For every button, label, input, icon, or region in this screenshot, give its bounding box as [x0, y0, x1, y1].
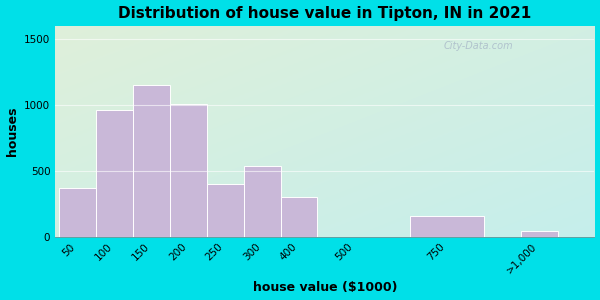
Bar	[170, 104, 206, 237]
Text: City-Data.com: City-Data.com	[443, 41, 513, 51]
Bar	[244, 166, 281, 237]
Bar	[521, 231, 557, 237]
Bar	[281, 197, 317, 237]
Y-axis label: houses: houses	[5, 106, 19, 156]
Bar	[206, 184, 244, 237]
Bar	[410, 217, 484, 237]
Title: Distribution of house value in Tipton, IN in 2021: Distribution of house value in Tipton, I…	[118, 6, 532, 21]
X-axis label: house value ($1000): house value ($1000)	[253, 281, 397, 294]
Bar	[133, 85, 170, 237]
Bar	[59, 188, 96, 237]
Bar	[96, 110, 133, 237]
